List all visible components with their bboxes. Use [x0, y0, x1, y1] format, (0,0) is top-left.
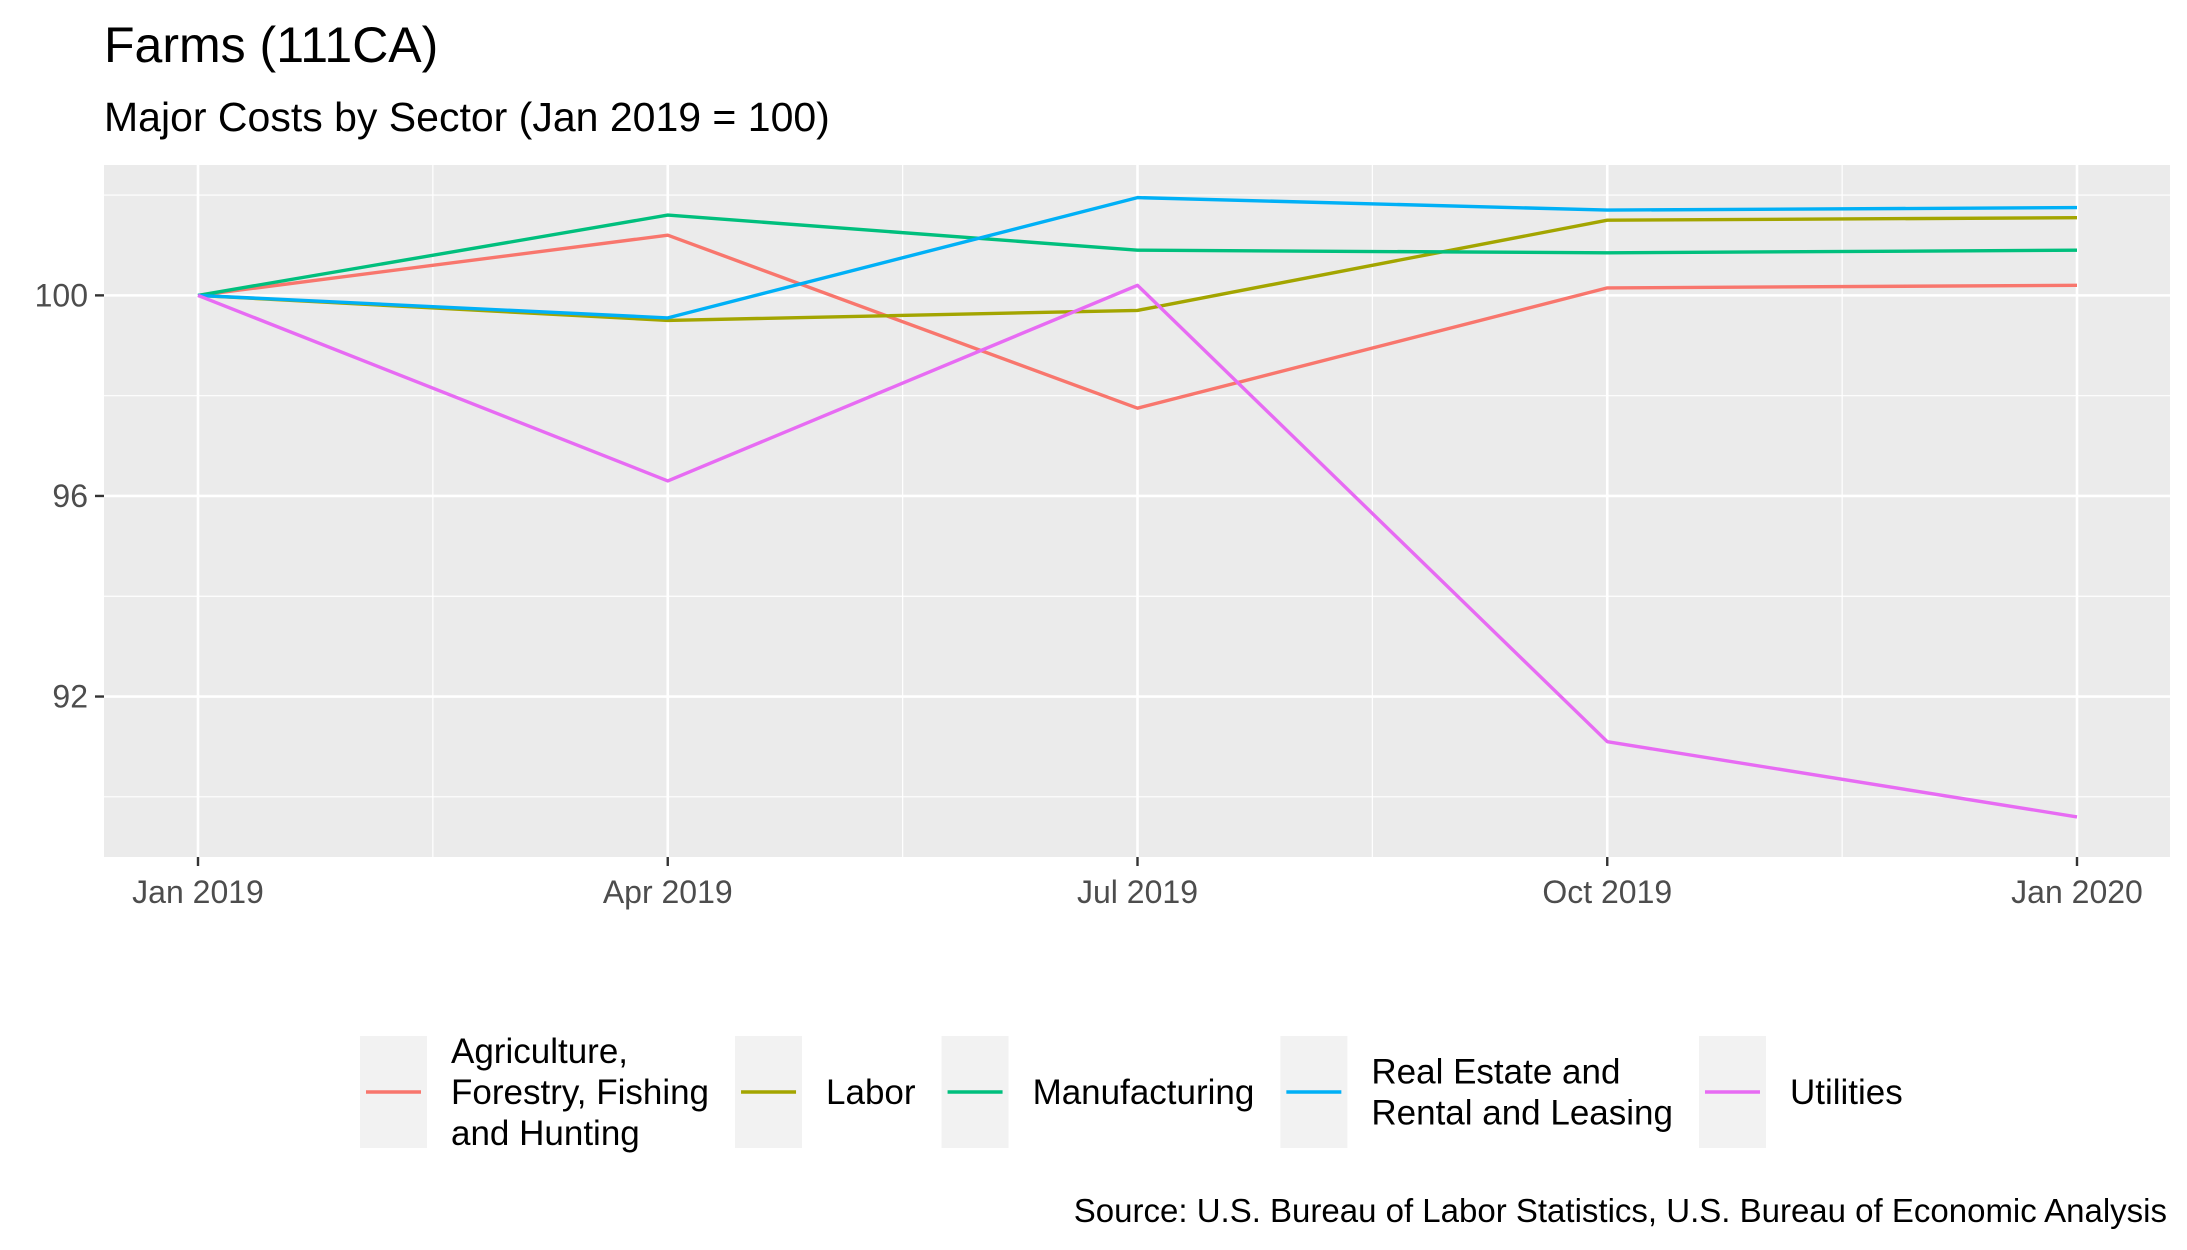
legend-label: Utilities — [1790, 1073, 1903, 1112]
line-chart: Farms (111CA) Major Costs by Sector (Jan… — [0, 0, 2187, 1250]
legend-label: Agriculture, — [451, 1032, 628, 1071]
x-tick-label: Jul 2019 — [1077, 874, 1198, 910]
legend-item-3: Manufacturing — [942, 1036, 1255, 1148]
chart-caption: Source: U.S. Bureau of Labor Statistics,… — [1074, 1192, 2167, 1229]
x-tick-label: Jan 2019 — [132, 874, 264, 910]
y-tick-label: 100 — [35, 277, 88, 313]
y-tick-label: 92 — [52, 679, 88, 715]
chart-title: Farms (111CA) — [104, 17, 438, 73]
x-tick-label: Jan 2020 — [2011, 874, 2143, 910]
chart-root: Farms (111CA) Major Costs by Sector (Jan… — [0, 0, 2187, 1250]
legend-label: Manufacturing — [1033, 1073, 1255, 1112]
legend-item-5: Utilities — [1699, 1036, 1903, 1148]
legend-label: Labor — [826, 1073, 916, 1112]
legend-item-2: Labor — [735, 1036, 916, 1148]
y-tick-label: 96 — [52, 478, 88, 514]
x-tick-label: Oct 2019 — [1542, 874, 1672, 910]
legend-label: Rental and Leasing — [1371, 1094, 1673, 1133]
legend-label: Real Estate and — [1371, 1053, 1620, 1092]
legend-label: and Hunting — [451, 1114, 640, 1153]
legend-label: Forestry, Fishing — [451, 1073, 709, 1112]
x-tick-label: Apr 2019 — [603, 874, 733, 910]
chart-subtitle: Major Costs by Sector (Jan 2019 = 100) — [104, 94, 830, 140]
